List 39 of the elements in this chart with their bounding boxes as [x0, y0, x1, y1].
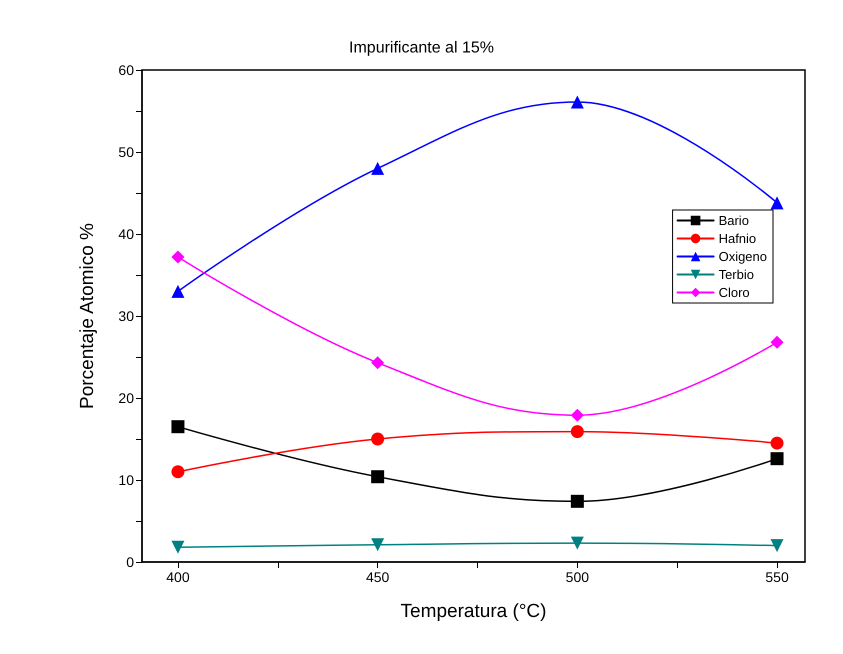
point: [171, 284, 184, 298]
point: [171, 420, 184, 434]
point: [171, 540, 184, 554]
y-tick-label: 60: [118, 62, 134, 78]
x-tick-label: 500: [566, 569, 590, 585]
y-tick-label: 0: [126, 554, 134, 570]
point: [371, 162, 384, 175]
legend-label: Hafnio: [718, 231, 756, 246]
legend-label: Bario: [718, 213, 749, 228]
x-tick-label: 550: [765, 569, 789, 585]
point: [570, 425, 584, 438]
point: [770, 539, 784, 552]
y-tick-label: 50: [118, 144, 134, 160]
x-tick-label: 450: [366, 569, 390, 585]
point: [371, 356, 384, 370]
point: [770, 452, 784, 466]
point: [371, 470, 384, 484]
y-tick-label: 30: [118, 308, 134, 324]
point: [770, 436, 784, 450]
point: [570, 494, 584, 508]
x-axis-title: Temperatura (°C): [400, 601, 546, 622]
legend-label: Cloro: [718, 285, 750, 300]
point: [770, 196, 784, 210]
y-axis-title: Porcentaje Atomico %: [77, 222, 98, 409]
point: [570, 95, 584, 108]
chart-title: Impurificante al 15%: [349, 40, 494, 56]
point: [570, 408, 584, 422]
point: [371, 432, 384, 446]
point: [371, 538, 384, 552]
legend-label: Oxigeno: [718, 249, 767, 264]
point: [770, 336, 784, 349]
point: [570, 536, 584, 550]
y-tick-label: 20: [118, 390, 134, 406]
x-tick-label: 400: [166, 569, 190, 585]
point: [171, 465, 184, 478]
y-tick-label: 40: [118, 226, 134, 242]
point: [171, 250, 184, 264]
legend-label: Terbio: [718, 267, 754, 282]
y-tick-label: 10: [118, 472, 134, 488]
